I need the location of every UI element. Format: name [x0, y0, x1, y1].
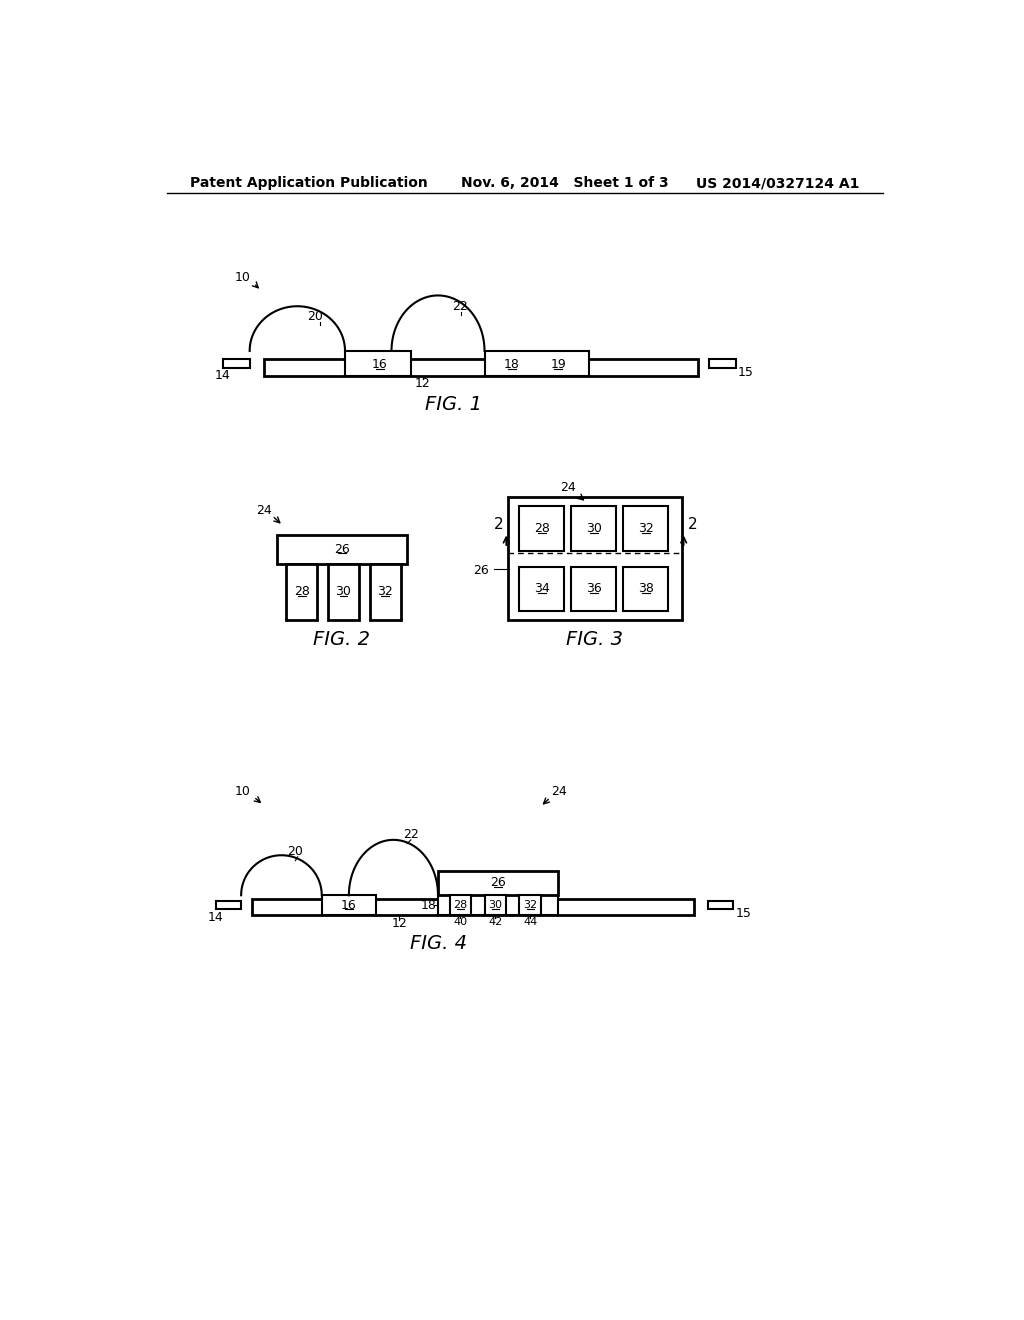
Bar [276, 535, 407, 564]
Text: 26: 26 [489, 876, 506, 890]
Bar [450, 895, 471, 915]
Text: 18: 18 [421, 899, 436, 912]
Text: 10: 10 [234, 271, 251, 284]
Text: 42: 42 [488, 917, 503, 927]
Text: 38: 38 [638, 582, 653, 595]
Text: Patent Application Publication: Patent Application Publication [190, 176, 428, 190]
Text: 2: 2 [494, 517, 503, 532]
Text: 16: 16 [372, 358, 388, 371]
Text: 32: 32 [638, 523, 653, 536]
Text: 20: 20 [287, 845, 302, 858]
Text: 24: 24 [257, 504, 272, 517]
Bar [484, 895, 506, 915]
Text: 12: 12 [415, 376, 430, 389]
Text: FIG. 1: FIG. 1 [425, 395, 482, 414]
Text: 24: 24 [560, 482, 577, 495]
Bar [216, 900, 241, 909]
Text: 15: 15 [735, 907, 752, 920]
Bar [624, 566, 669, 611]
Text: 26: 26 [334, 543, 350, 556]
Bar [286, 564, 317, 619]
Text: 30: 30 [586, 523, 602, 536]
Bar [438, 871, 558, 895]
Bar [519, 895, 541, 915]
Text: 36: 36 [586, 582, 602, 595]
Bar [263, 359, 697, 376]
Bar [370, 564, 400, 619]
Bar [519, 507, 564, 552]
Text: 15: 15 [737, 366, 754, 379]
Text: Nov. 6, 2014   Sheet 1 of 3: Nov. 6, 2014 Sheet 1 of 3 [461, 176, 669, 190]
Text: 28: 28 [534, 523, 550, 536]
Text: 26: 26 [473, 564, 488, 577]
Bar [328, 564, 359, 619]
Bar [571, 566, 616, 611]
Bar [519, 566, 564, 611]
Text: 22: 22 [452, 300, 468, 313]
Text: FIG. 2: FIG. 2 [313, 630, 371, 649]
Text: 14: 14 [215, 370, 230, 381]
Text: 2: 2 [688, 517, 697, 532]
Text: 32: 32 [378, 585, 393, 598]
Bar [438, 895, 558, 915]
Text: 44: 44 [523, 917, 538, 927]
Text: 18: 18 [504, 358, 519, 371]
Text: 12: 12 [391, 917, 408, 931]
Bar [624, 507, 669, 552]
Text: 14: 14 [208, 911, 223, 924]
Bar [710, 359, 736, 368]
Text: 22: 22 [403, 828, 419, 841]
Bar [252, 899, 693, 915]
Text: 10: 10 [234, 785, 251, 797]
Text: 30: 30 [488, 900, 503, 911]
Text: FIG. 3: FIG. 3 [566, 630, 623, 649]
Text: US 2014/0327124 A1: US 2014/0327124 A1 [696, 176, 859, 190]
Text: FIG. 4: FIG. 4 [410, 935, 467, 953]
Text: 30: 30 [336, 585, 351, 598]
Bar [484, 351, 589, 376]
Bar [571, 507, 616, 552]
Text: 34: 34 [534, 582, 550, 595]
Text: 40: 40 [454, 917, 468, 927]
Text: 20: 20 [307, 310, 324, 323]
Text: 32: 32 [523, 900, 538, 911]
Bar [708, 900, 733, 909]
Bar [345, 351, 411, 376]
Text: 16: 16 [341, 899, 356, 912]
Text: 28: 28 [454, 900, 468, 911]
Bar [222, 359, 250, 368]
Text: 19: 19 [550, 358, 566, 371]
Text: 28: 28 [294, 585, 309, 598]
Bar [322, 895, 376, 915]
Bar [508, 498, 682, 620]
Text: 24: 24 [551, 785, 566, 797]
